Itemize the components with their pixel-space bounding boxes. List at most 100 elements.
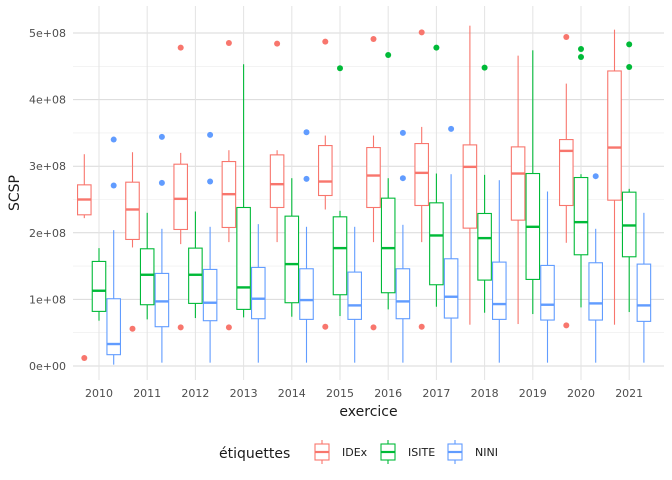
box-iqr — [636, 263, 652, 322]
y-tick-label: 2e+08 — [29, 227, 66, 240]
x-tick-label: 2021 — [615, 387, 643, 400]
box-isite-2020 — [573, 45, 589, 308]
y-tick-label: 4e+08 — [29, 94, 66, 107]
box-nini-2015 — [347, 226, 363, 363]
box-iqr — [477, 212, 492, 281]
box-idex-2013 — [221, 39, 237, 331]
box-isite-2011 — [139, 212, 155, 320]
box-idex-2010 — [77, 154, 92, 362]
box-iqr — [317, 145, 333, 197]
box-nini-2016 — [395, 129, 411, 363]
outlier-point — [481, 64, 488, 71]
legend-title: étiquettes — [219, 446, 290, 462]
outlier-point — [626, 41, 633, 48]
outlier-point — [370, 324, 377, 331]
box-nini-2012 — [202, 131, 218, 363]
box-isite-2017 — [429, 44, 444, 307]
outlier-point — [207, 131, 214, 138]
outlier-point — [399, 129, 406, 136]
x-tick-label: 2010 — [85, 387, 113, 400]
box-iqr — [588, 262, 604, 321]
box-iqr — [347, 271, 363, 320]
outlier-point — [225, 39, 232, 46]
box-iqr — [395, 268, 411, 320]
box-isite-2018 — [477, 64, 492, 313]
plot-area — [77, 25, 652, 365]
outlier-point — [433, 44, 440, 51]
legend-label: NINI — [475, 446, 498, 459]
outlier-point — [225, 324, 232, 331]
box-iqr — [332, 216, 348, 296]
legend-key-nini — [447, 440, 463, 464]
box-idex-2012 — [173, 44, 188, 331]
box-iqr — [154, 272, 170, 328]
box-iqr — [106, 298, 121, 356]
outlier-point — [418, 29, 425, 36]
box-iqr — [91, 260, 107, 312]
x-tick-label: 2011 — [133, 387, 161, 400]
box-nini-2021 — [636, 212, 652, 363]
legend-key-isite — [380, 440, 396, 464]
box-idex-2018 — [462, 25, 478, 325]
x-tick-label: 2014 — [278, 387, 306, 400]
x-tick-label: 2016 — [374, 387, 402, 400]
legend: étiquettes IDEx ISITE NINI — [219, 440, 498, 464]
outlier-point — [303, 175, 310, 182]
box-iqr — [366, 147, 381, 209]
y-tick-label: 3e+08 — [29, 160, 66, 173]
box-iqr — [510, 146, 526, 221]
y-axis-title: SCSP — [7, 175, 23, 211]
outlier-point — [626, 63, 633, 70]
outlier-point — [158, 133, 165, 140]
box-iqr — [380, 197, 396, 294]
box-idex-2016 — [366, 35, 381, 331]
x-tick-label: 2018 — [471, 387, 499, 400]
outlier-point — [592, 173, 599, 180]
outlier-point — [110, 182, 117, 189]
box-iqr — [491, 261, 507, 320]
outlier-point — [385, 51, 392, 58]
outlier-point — [448, 125, 455, 132]
outlier-point — [303, 129, 310, 136]
outlier-point — [563, 33, 570, 40]
outlier-point — [578, 45, 584, 52]
box-idex-2011 — [125, 152, 140, 332]
box-nini-2020 — [588, 173, 604, 363]
outlier-point — [399, 175, 406, 182]
box-iqr — [269, 154, 285, 209]
box-iqr — [139, 248, 155, 306]
outlier-point — [337, 65, 343, 72]
box-isite-2012 — [188, 211, 203, 319]
box-iqr — [540, 264, 555, 321]
outlier-point — [110, 136, 117, 143]
outlier-point — [322, 323, 329, 330]
box-iqr — [125, 181, 140, 241]
outlier-point — [322, 38, 329, 45]
box-iqr — [414, 143, 430, 207]
outlier-point — [207, 178, 214, 185]
y-tick-label: 1e+08 — [29, 293, 66, 306]
legend-label: ISITE — [408, 446, 435, 459]
box-iqr — [251, 266, 266, 320]
box-idex-2017 — [414, 29, 430, 330]
box-iqr — [443, 258, 459, 319]
box-nini-2011 — [154, 133, 170, 363]
box-isite-2013 — [236, 64, 251, 318]
outlier-point — [274, 40, 281, 47]
box-idex-2015 — [317, 38, 333, 330]
box-idex-2020 — [558, 33, 574, 329]
outlier-point — [177, 324, 184, 331]
box-iqr — [607, 70, 622, 201]
outlier-point — [563, 322, 570, 329]
box-iqr — [202, 268, 218, 322]
x-tick-label: 2015 — [326, 387, 354, 400]
legend-label: IDEx — [342, 446, 368, 459]
x-tick-label: 2020 — [567, 387, 595, 400]
x-axis-title: exercice — [339, 404, 397, 420]
x-tick-label: 2012 — [181, 387, 209, 400]
outlier-point — [129, 325, 136, 332]
box-nini-2018 — [491, 180, 507, 363]
y-axis-ticks: 0e+00 1e+08 2e+08 3e+08 4e+08 5e+08 — [29, 27, 66, 373]
box-nini-2019 — [540, 191, 555, 363]
